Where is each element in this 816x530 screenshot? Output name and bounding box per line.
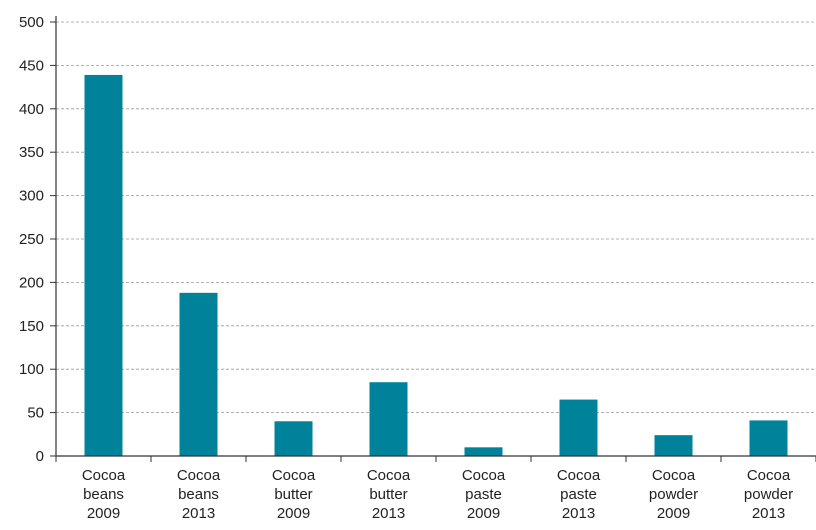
y-tick-label: 350 bbox=[19, 144, 44, 161]
y-tick-label: 50 bbox=[27, 405, 44, 422]
bar-1 bbox=[84, 74, 123, 456]
x-tick-label-line: butter bbox=[274, 486, 312, 503]
gridlines bbox=[56, 21, 816, 414]
x-tick-label-line: 2009 bbox=[87, 505, 120, 522]
y-tick-label: 200 bbox=[19, 274, 44, 291]
x-axis: Cocoa beans 2009 Cocoa beans 2013 Cocoa butter 2… bbox=[55, 455, 816, 522]
y-tick-label: 500 bbox=[19, 14, 44, 31]
x-tick-label-line: paste bbox=[465, 486, 502, 503]
bar-7 bbox=[654, 435, 693, 456]
x-tick-label-line: Cocoa bbox=[652, 467, 696, 484]
bar-2 bbox=[179, 292, 218, 456]
x-tick-label-line: beans bbox=[83, 486, 124, 503]
x-tick-label-line: 2013 bbox=[182, 505, 215, 522]
x-tick-label-line: 2009 bbox=[277, 505, 310, 522]
x-tick-label-line: butter bbox=[369, 486, 407, 503]
x-tick-label-line: Cocoa bbox=[82, 467, 126, 484]
bars bbox=[84, 74, 788, 456]
x-tick-label-line: Cocoa bbox=[367, 467, 411, 484]
y-axis: 0 50 100 150 200 250 300 350 400 450 500 bbox=[19, 14, 57, 465]
bar-3 bbox=[274, 421, 313, 456]
x-tick-label-line: Cocoa bbox=[557, 467, 601, 484]
y-tick-label: 450 bbox=[19, 57, 44, 74]
x-tick-label: Cocoa paste 2013 bbox=[557, 467, 601, 522]
bar-8 bbox=[749, 420, 788, 456]
x-tick-label-line: powder bbox=[744, 486, 793, 503]
y-tick-label: 400 bbox=[19, 101, 44, 118]
x-tick-label-line: beans bbox=[178, 486, 219, 503]
y-tick-label: 300 bbox=[19, 188, 44, 205]
bar-5 bbox=[464, 447, 503, 456]
x-tick-label-line: Cocoa bbox=[177, 467, 221, 484]
y-tick-label: 100 bbox=[19, 361, 44, 378]
x-tick-label: Cocoa beans 2013 bbox=[177, 467, 221, 522]
x-tick-label: Cocoa paste 2009 bbox=[462, 467, 506, 522]
x-tick-label-line: 2013 bbox=[752, 505, 785, 522]
x-tick-label-line: 2013 bbox=[562, 505, 595, 522]
x-tick-label: Cocoa powder 2009 bbox=[649, 467, 698, 522]
x-tick-label-line: 2009 bbox=[657, 505, 690, 522]
y-tick-label: 0 bbox=[36, 448, 44, 465]
y-tick-label: 150 bbox=[19, 318, 44, 335]
x-tick-label: Cocoa beans 2009 bbox=[82, 467, 126, 522]
x-tick-label: Cocoa powder 2013 bbox=[744, 467, 793, 522]
x-tick-label-line: 2009 bbox=[467, 505, 500, 522]
x-tick-label: Cocoa butter 2009 bbox=[272, 467, 316, 522]
x-tick-label-line: Cocoa bbox=[747, 467, 791, 484]
bar-6 bbox=[559, 399, 598, 456]
y-tick-label: 250 bbox=[19, 231, 44, 248]
x-tick-label-line: powder bbox=[649, 486, 698, 503]
x-tick-label-line: paste bbox=[560, 486, 597, 503]
x-tick-label: Cocoa butter 2013 bbox=[367, 467, 411, 522]
x-tick-label-line: Cocoa bbox=[462, 467, 506, 484]
x-tick-label-line: Cocoa bbox=[272, 467, 316, 484]
x-tick-label-line: 2013 bbox=[372, 505, 405, 522]
bar-4 bbox=[369, 382, 408, 456]
